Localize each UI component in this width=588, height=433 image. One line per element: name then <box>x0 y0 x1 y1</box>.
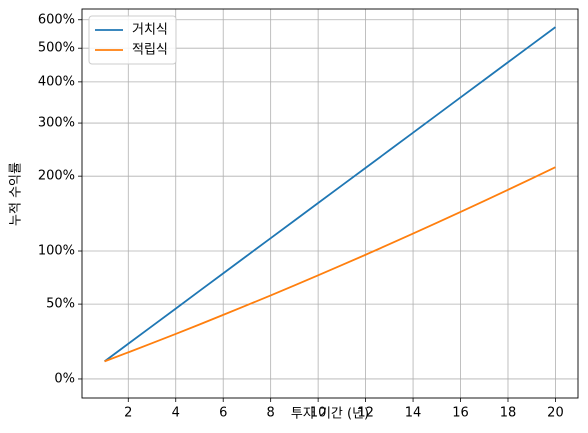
x-tick-label: 14 <box>405 406 422 421</box>
y-tick-label: 500% <box>38 41 75 56</box>
legend-label: 거치식 <box>132 23 168 38</box>
y-tick-label: 50% <box>46 297 75 312</box>
x-tick-label: 10 <box>310 406 327 421</box>
y-tick-label: 0% <box>54 371 75 386</box>
x-tick-label: 2 <box>124 406 132 421</box>
x-axis-label: 투자 기간 (년) <box>291 407 369 422</box>
x-tick-label: 20 <box>547 406 564 421</box>
y-tick-label: 600% <box>38 12 75 27</box>
legend-label: 적립식 <box>132 43 168 58</box>
legend-box <box>88 15 177 65</box>
x-tick-label: 16 <box>452 406 469 421</box>
y-axis-label: 누적 수익률 <box>9 162 24 226</box>
x-tick-label: 8 <box>267 406 275 421</box>
line-series <box>104 26 556 363</box>
plot-frame <box>81 8 579 399</box>
line-series <box>104 166 556 363</box>
x-tick-label: 18 <box>500 406 517 421</box>
y-tick-label: 100% <box>38 244 75 259</box>
y-tick-label: 300% <box>38 116 75 131</box>
y-tick-label: 400% <box>38 74 75 89</box>
x-tick-label: 4 <box>172 406 180 421</box>
y-tick-label: 200% <box>38 169 75 184</box>
x-tick-label: 6 <box>219 406 227 421</box>
x-tick-label: 12 <box>357 406 374 421</box>
